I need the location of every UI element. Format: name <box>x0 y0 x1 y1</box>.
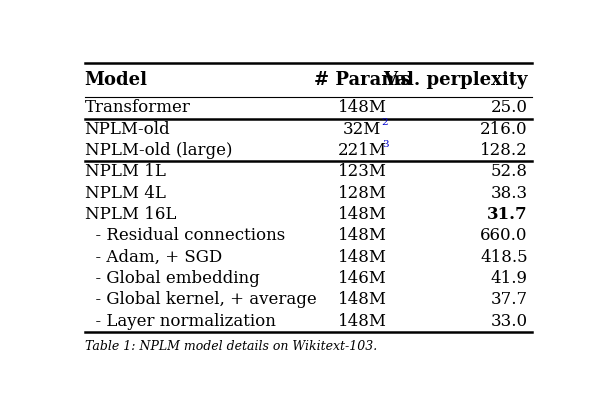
Text: - Global embedding: - Global embedding <box>84 270 259 287</box>
Text: 148M: 148M <box>338 291 386 308</box>
Text: 128M: 128M <box>338 185 386 202</box>
Text: NPLM 16L: NPLM 16L <box>84 206 176 223</box>
Text: 32M: 32M <box>343 121 381 138</box>
Text: NPLM 4L: NPLM 4L <box>84 185 166 202</box>
Text: 31.7: 31.7 <box>487 206 528 223</box>
Text: Table 1: NPLM model details on Wikitext-103.: Table 1: NPLM model details on Wikitext-… <box>84 340 377 353</box>
Text: 25.0: 25.0 <box>491 100 528 116</box>
Text: - Global kernel, + average: - Global kernel, + average <box>84 291 316 308</box>
Text: Model: Model <box>84 71 147 89</box>
Text: 33.0: 33.0 <box>491 312 528 330</box>
Text: NPLM 1L: NPLM 1L <box>84 163 166 181</box>
Text: 52.8: 52.8 <box>491 163 528 181</box>
Text: 128.2: 128.2 <box>480 142 528 159</box>
Text: 660.0: 660.0 <box>480 227 528 244</box>
Text: 38.3: 38.3 <box>491 185 528 202</box>
Text: 148M: 148M <box>338 249 386 266</box>
Text: 41.9: 41.9 <box>491 270 528 287</box>
Text: 148M: 148M <box>338 312 386 330</box>
Text: Val. perplexity: Val. perplexity <box>383 71 528 89</box>
Text: 216.0: 216.0 <box>480 121 528 138</box>
Text: 146M: 146M <box>338 270 386 287</box>
Text: 2: 2 <box>382 118 388 127</box>
Text: Transformer: Transformer <box>84 100 190 116</box>
Text: 123M: 123M <box>338 163 386 181</box>
Text: NPLM-old: NPLM-old <box>84 121 170 138</box>
Text: 148M: 148M <box>338 100 386 116</box>
Text: - Residual connections: - Residual connections <box>84 227 285 244</box>
Text: 37.7: 37.7 <box>491 291 528 308</box>
Text: NPLM-old (large): NPLM-old (large) <box>84 142 232 159</box>
Text: 418.5: 418.5 <box>480 249 528 266</box>
Text: - Layer normalization: - Layer normalization <box>84 312 276 330</box>
Text: 221M: 221M <box>338 142 386 159</box>
Text: 148M: 148M <box>338 206 386 223</box>
Text: 148M: 148M <box>338 227 386 244</box>
Text: # Params: # Params <box>314 71 411 89</box>
Text: 3: 3 <box>382 140 388 149</box>
Text: - Adam, + SGD: - Adam, + SGD <box>84 249 222 266</box>
